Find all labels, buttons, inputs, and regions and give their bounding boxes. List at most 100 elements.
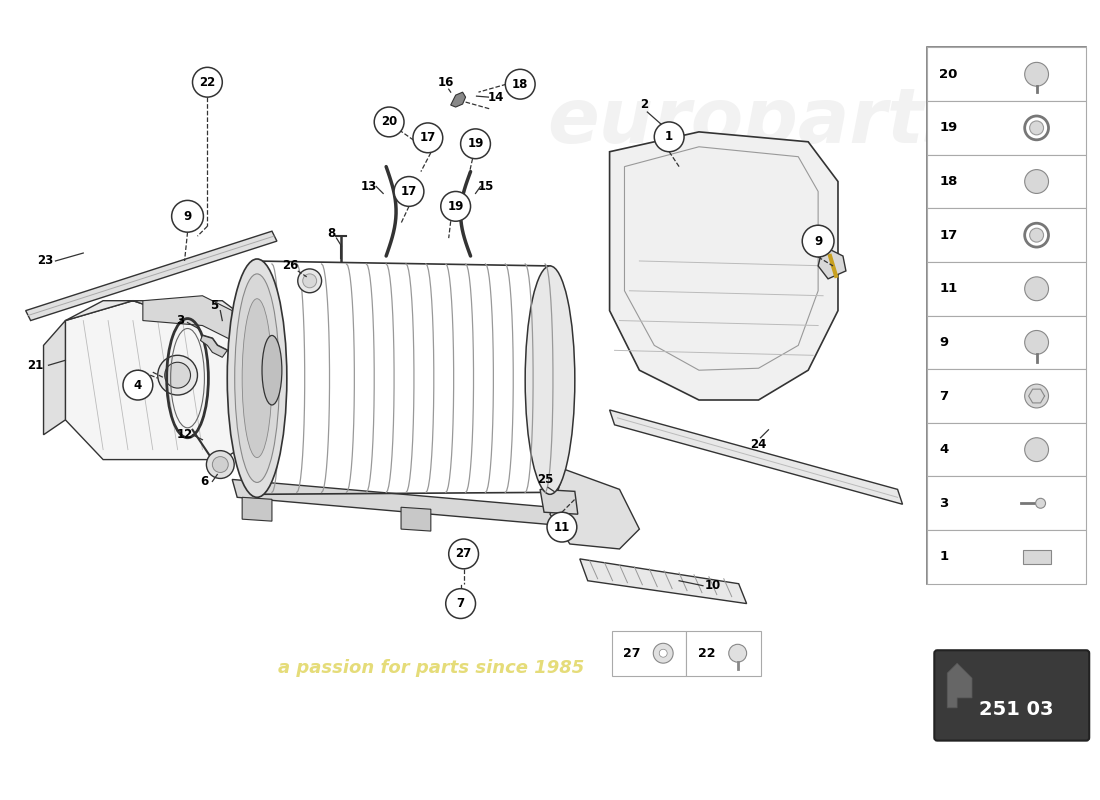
Polygon shape	[947, 663, 972, 708]
Text: europarts: europarts	[548, 85, 969, 159]
FancyBboxPatch shape	[612, 631, 686, 675]
Text: 18: 18	[939, 175, 958, 188]
Polygon shape	[65, 301, 262, 459]
Ellipse shape	[234, 274, 279, 482]
Text: 8: 8	[328, 226, 336, 240]
Text: 27: 27	[624, 646, 641, 660]
Text: 27: 27	[455, 547, 472, 561]
Text: 11: 11	[553, 521, 570, 534]
Circle shape	[123, 370, 153, 400]
Text: 10: 10	[705, 579, 720, 592]
Text: 20: 20	[381, 115, 397, 129]
Text: 251 03: 251 03	[979, 700, 1054, 719]
Polygon shape	[65, 301, 262, 370]
Circle shape	[1025, 277, 1048, 301]
Text: 5: 5	[210, 299, 219, 312]
Polygon shape	[540, 490, 578, 514]
Text: 24: 24	[750, 438, 767, 451]
Circle shape	[802, 226, 834, 257]
Text: 14: 14	[487, 90, 504, 104]
Circle shape	[1025, 384, 1048, 408]
Polygon shape	[200, 335, 228, 358]
Circle shape	[157, 355, 198, 395]
Polygon shape	[609, 132, 838, 400]
Circle shape	[374, 107, 404, 137]
Circle shape	[192, 67, 222, 97]
Text: 18: 18	[512, 78, 528, 90]
Text: 9: 9	[939, 336, 948, 349]
FancyBboxPatch shape	[927, 423, 1087, 477]
Text: 23: 23	[37, 254, 54, 267]
Circle shape	[659, 650, 668, 658]
Text: 19: 19	[468, 138, 484, 150]
Circle shape	[1030, 228, 1044, 242]
Text: 4: 4	[939, 443, 948, 456]
Text: 13: 13	[361, 180, 377, 193]
Polygon shape	[143, 296, 232, 341]
Polygon shape	[580, 559, 747, 603]
Text: 9: 9	[814, 234, 823, 248]
Circle shape	[728, 644, 747, 662]
Circle shape	[1025, 170, 1048, 194]
Text: 19: 19	[448, 200, 464, 213]
Circle shape	[1025, 438, 1048, 462]
FancyBboxPatch shape	[927, 530, 1087, 584]
FancyBboxPatch shape	[927, 262, 1087, 315]
Text: 9: 9	[184, 210, 191, 222]
Ellipse shape	[525, 266, 575, 494]
Circle shape	[1025, 62, 1048, 86]
Text: 4: 4	[134, 378, 142, 392]
Circle shape	[412, 123, 442, 153]
Text: 6: 6	[200, 475, 209, 488]
Circle shape	[394, 177, 424, 206]
Text: 20: 20	[939, 68, 958, 81]
Text: 25: 25	[537, 473, 553, 486]
FancyBboxPatch shape	[927, 101, 1087, 154]
Circle shape	[165, 362, 190, 388]
Text: 26: 26	[282, 259, 298, 273]
FancyBboxPatch shape	[934, 650, 1089, 741]
Text: 7: 7	[939, 390, 948, 402]
Polygon shape	[550, 470, 639, 549]
Circle shape	[654, 122, 684, 152]
Circle shape	[207, 450, 234, 478]
Circle shape	[212, 457, 229, 473]
Polygon shape	[818, 246, 846, 279]
FancyBboxPatch shape	[927, 47, 1087, 101]
Text: 19: 19	[939, 122, 957, 134]
Circle shape	[172, 200, 204, 232]
Text: 2: 2	[640, 98, 648, 110]
Text: 3: 3	[939, 497, 948, 510]
Circle shape	[449, 539, 478, 569]
Ellipse shape	[228, 259, 287, 498]
Text: 17: 17	[400, 185, 417, 198]
FancyBboxPatch shape	[927, 315, 1087, 370]
Text: 15: 15	[477, 180, 494, 193]
Text: 3: 3	[176, 314, 185, 327]
Ellipse shape	[242, 298, 272, 458]
Circle shape	[1025, 330, 1048, 354]
Polygon shape	[232, 479, 580, 527]
Circle shape	[461, 129, 491, 158]
FancyBboxPatch shape	[1023, 550, 1050, 564]
Circle shape	[302, 274, 317, 288]
Text: 17: 17	[420, 131, 436, 144]
FancyBboxPatch shape	[927, 208, 1087, 262]
Polygon shape	[451, 92, 465, 107]
Text: es: es	[954, 52, 1060, 133]
Text: 22: 22	[698, 646, 715, 660]
Polygon shape	[402, 507, 431, 531]
Circle shape	[1030, 121, 1044, 135]
FancyBboxPatch shape	[686, 631, 760, 675]
FancyBboxPatch shape	[927, 154, 1087, 208]
Text: 1: 1	[666, 130, 673, 143]
Circle shape	[446, 589, 475, 618]
FancyBboxPatch shape	[927, 477, 1087, 530]
Circle shape	[298, 269, 321, 293]
FancyBboxPatch shape	[927, 370, 1087, 423]
Circle shape	[653, 643, 673, 663]
Text: 22: 22	[199, 76, 216, 89]
Text: 7: 7	[456, 597, 464, 610]
Circle shape	[547, 512, 576, 542]
Ellipse shape	[262, 335, 282, 405]
